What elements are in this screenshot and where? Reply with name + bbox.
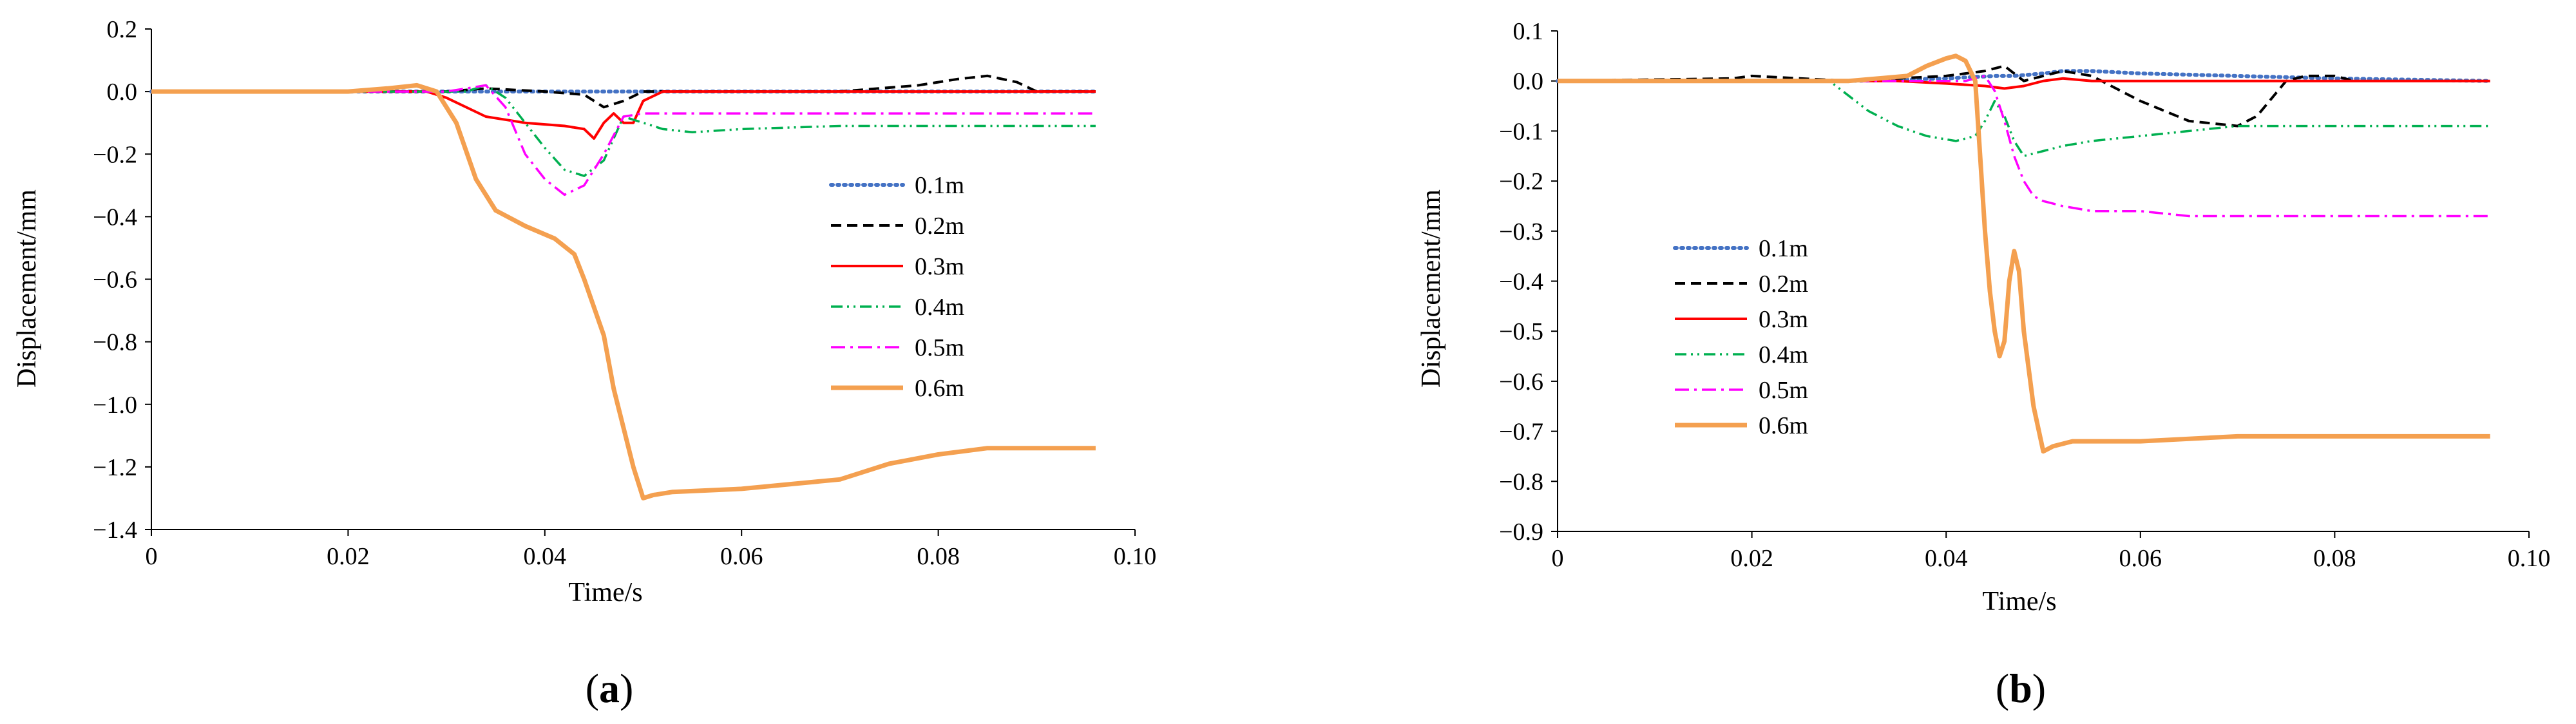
panel-b-xtick-label: 0.04 — [1925, 545, 1968, 572]
panel-b-ytick-label: −0.2 — [1499, 168, 1543, 195]
panel-a: Displacement/mm Time/s (a) 0.2 0.0 −0.2 −0.… — [12, 16, 1156, 711]
panel-a-ytick-label: −0.8 — [93, 329, 137, 356]
panel-a-ytick-label: −0.6 — [93, 267, 137, 294]
legend-label-0p2m: 0.2m — [915, 213, 964, 240]
panel-a-ytick-label: −0.4 — [93, 204, 137, 231]
panel-b-xtick-label: 0.02 — [1730, 545, 1773, 572]
panel-b-series-0p6m — [1558, 53, 2490, 454]
legend-label-0p5m: 0.5m — [1759, 377, 1808, 404]
panel-a-xtick-label: 0.10 — [1114, 543, 1157, 570]
panel-a-series-0p3m — [151, 90, 1096, 140]
panel-a-series-0p5m — [151, 84, 1096, 196]
panel-b-legend: 0.1m 0.2m 0.3m 0.4m 0.5m 0.6m — [1673, 235, 1808, 439]
panel-b-xtick-label: 0 — [1552, 545, 1564, 572]
panel-b-ytick-label: 0.1 — [1513, 18, 1544, 45]
panel-b-ytick-label: −0.4 — [1499, 269, 1543, 296]
panel-b-ytick-label: 0.0 — [1513, 68, 1544, 95]
panel-a-ylabel: Displacement/mm — [12, 189, 42, 388]
legend-label-0p1m: 0.1m — [915, 172, 964, 199]
panel-a-ytick-label: −1.4 — [93, 517, 137, 544]
legend-label-0p6m: 0.6m — [1759, 412, 1808, 439]
panel-a-xtick-label: 0.08 — [917, 543, 960, 570]
legend-label-0p5m: 0.5m — [915, 334, 964, 361]
legend-label-0p2m: 0.2m — [1759, 271, 1808, 298]
panel-b-caption-letter: b — [2009, 665, 2032, 711]
panel-a-caption: (a) — [586, 665, 634, 711]
panel-a-ytick-label: −1.2 — [93, 454, 137, 481]
panel-a-xtick-label: 0 — [146, 543, 158, 570]
legend-label-0p4m: 0.4m — [915, 294, 964, 321]
panel-b-ytick-label: −0.6 — [1499, 368, 1543, 395]
panel-b-ytick-label: −0.1 — [1499, 118, 1543, 145]
panel-b-ytick-label: −0.9 — [1499, 519, 1543, 546]
legend-label-0p1m: 0.1m — [1759, 235, 1808, 262]
panel-a-caption-letter: a — [599, 665, 620, 711]
panel-b-xtick-label: 0.06 — [2119, 545, 2162, 572]
panel-a-ytick-label: −1.0 — [93, 392, 137, 419]
panel-b-xtick-label: 0.08 — [2313, 545, 2356, 572]
panel-a-ytick-label: 0.2 — [107, 16, 138, 43]
panel-a-ytick-label: 0.0 — [107, 79, 138, 106]
panel-a-series-0p4m — [151, 84, 1096, 177]
panel-b-ytick-label: −0.7 — [1499, 419, 1543, 446]
panel-b-series-0p4m — [1558, 79, 2490, 158]
panel-b: Displacement/mm Time/s (b) 0.1 0.0 −0.1 −0.… — [1417, 18, 2550, 711]
panel-b-xlabel: Time/s — [1982, 587, 2056, 616]
panel-b-ytick-label: −0.5 — [1499, 318, 1543, 345]
panel-b-caption: (b) — [1996, 665, 2046, 711]
panel-a-series-0p6m — [151, 82, 1096, 500]
legend-label-0p3m: 0.3m — [915, 253, 964, 280]
legend-label-0p4m: 0.4m — [1759, 341, 1808, 368]
panel-b-ytick-label: −0.3 — [1499, 218, 1543, 245]
panel-a-ytick-label: −0.2 — [93, 141, 137, 168]
panel-a-xlabel: Time/s — [568, 578, 642, 607]
panel-a-xtick-label: 0.04 — [524, 543, 567, 570]
panel-a-xtick-label: 0.06 — [720, 543, 763, 570]
legend-label-0p6m: 0.6m — [915, 375, 964, 402]
panel-b-xtick-label: 0.10 — [2508, 545, 2551, 572]
panel-b-ytick-label: −0.8 — [1499, 468, 1543, 495]
panel-b-series-0p5m — [1558, 75, 2490, 218]
panel-a-legend: 0.1m 0.2m 0.3m 0.4m 0.5m 0.6m — [829, 172, 964, 402]
panel-a-xtick-label: 0.02 — [327, 543, 370, 570]
legend-label-0p3m: 0.3m — [1759, 306, 1808, 333]
panel-b-ylabel: Displacement/mm — [1417, 189, 1446, 388]
